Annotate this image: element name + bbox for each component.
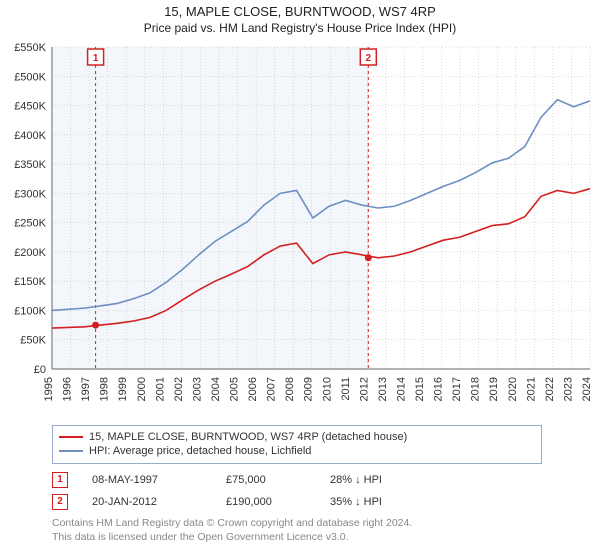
- svg-text:£50K: £50K: [20, 335, 46, 347]
- svg-text:2024: 2024: [581, 377, 593, 401]
- sale-row: 1 08-MAY-1997 £75,000 28% ↓ HPI: [52, 472, 600, 488]
- page-title: 15, MAPLE CLOSE, BURNTWOOD, WS7 4RP: [0, 4, 600, 19]
- svg-text:2017: 2017: [451, 377, 463, 401]
- marker-box-icon: 2: [52, 494, 68, 510]
- attribution-line: Contains HM Land Registry data © Crown c…: [52, 516, 600, 530]
- svg-text:2002: 2002: [173, 377, 185, 401]
- svg-text:2: 2: [366, 53, 372, 64]
- svg-text:2005: 2005: [229, 377, 241, 401]
- svg-text:£500K: £500K: [14, 71, 46, 83]
- legend: 15, MAPLE CLOSE, BURNTWOOD, WS7 4RP (det…: [52, 425, 542, 464]
- svg-text:1998: 1998: [99, 377, 111, 401]
- svg-text:2004: 2004: [210, 377, 222, 401]
- svg-text:£250K: £250K: [14, 218, 46, 230]
- legend-label: HPI: Average price, detached house, Lich…: [89, 444, 311, 458]
- svg-text:2020: 2020: [507, 377, 519, 401]
- attribution: Contains HM Land Registry data © Crown c…: [52, 516, 600, 544]
- svg-text:2001: 2001: [154, 377, 166, 401]
- sale-row: 2 20-JAN-2012 £190,000 35% ↓ HPI: [52, 494, 600, 510]
- sale-date: 20-JAN-2012: [92, 496, 202, 508]
- sale-price: £75,000: [226, 474, 306, 486]
- sale-price: £190,000: [226, 496, 306, 508]
- legend-label: 15, MAPLE CLOSE, BURNTWOOD, WS7 4RP (det…: [89, 430, 407, 444]
- svg-text:2012: 2012: [358, 377, 370, 401]
- svg-text:2008: 2008: [284, 377, 296, 401]
- svg-text:£100K: £100K: [14, 305, 46, 317]
- sale-diff: 35% ↓ HPI: [330, 496, 450, 508]
- svg-text:2007: 2007: [266, 377, 278, 401]
- svg-text:2000: 2000: [136, 377, 148, 401]
- marker-box-icon: 1: [52, 472, 68, 488]
- svg-text:2009: 2009: [303, 377, 315, 401]
- svg-text:2013: 2013: [377, 377, 389, 401]
- svg-text:£400K: £400K: [14, 130, 46, 142]
- svg-text:2003: 2003: [191, 377, 203, 401]
- svg-text:2011: 2011: [340, 377, 352, 401]
- sale-marker: 2: [52, 494, 68, 510]
- svg-text:£550K: £550K: [14, 42, 46, 54]
- svg-text:2006: 2006: [247, 377, 259, 401]
- svg-text:£300K: £300K: [14, 188, 46, 200]
- svg-text:2022: 2022: [544, 377, 556, 401]
- svg-text:1997: 1997: [80, 377, 92, 401]
- price-chart: £0 £50K £100K £150K £200K £250K £300K £350K £400…: [0, 39, 600, 419]
- svg-text:£350K: £350K: [14, 159, 46, 171]
- legend-row: 15, MAPLE CLOSE, BURNTWOOD, WS7 4RP (det…: [59, 430, 535, 444]
- sale-date: 08-MAY-1997: [92, 474, 202, 486]
- svg-text:2015: 2015: [414, 377, 426, 401]
- svg-text:1996: 1996: [62, 377, 74, 401]
- svg-text:£150K: £150K: [14, 276, 46, 288]
- svg-text:2010: 2010: [321, 377, 333, 401]
- svg-text:1995: 1995: [43, 377, 55, 401]
- svg-text:1999: 1999: [117, 377, 129, 401]
- svg-text:£0: £0: [34, 364, 46, 376]
- legend-swatch-subject: [59, 436, 83, 438]
- sales-table: 1 08-MAY-1997 £75,000 28% ↓ HPI 2 20-JAN…: [52, 472, 600, 510]
- legend-swatch-hpi: [59, 450, 83, 452]
- svg-text:£200K: £200K: [14, 247, 46, 259]
- svg-text:2014: 2014: [395, 377, 407, 401]
- sale-marker: 1: [52, 472, 68, 488]
- svg-text:2016: 2016: [433, 377, 445, 401]
- svg-text:1: 1: [93, 53, 99, 64]
- svg-text:2019: 2019: [488, 377, 500, 401]
- svg-text:£450K: £450K: [14, 101, 46, 113]
- attribution-line: This data is licensed under the Open Gov…: [52, 530, 600, 544]
- sale-diff: 28% ↓ HPI: [330, 474, 450, 486]
- svg-text:2023: 2023: [562, 377, 574, 401]
- svg-text:2018: 2018: [470, 377, 482, 401]
- page-subtitle: Price paid vs. HM Land Registry's House …: [0, 21, 600, 35]
- svg-text:2021: 2021: [525, 377, 537, 401]
- legend-row: HPI: Average price, detached house, Lich…: [59, 444, 535, 458]
